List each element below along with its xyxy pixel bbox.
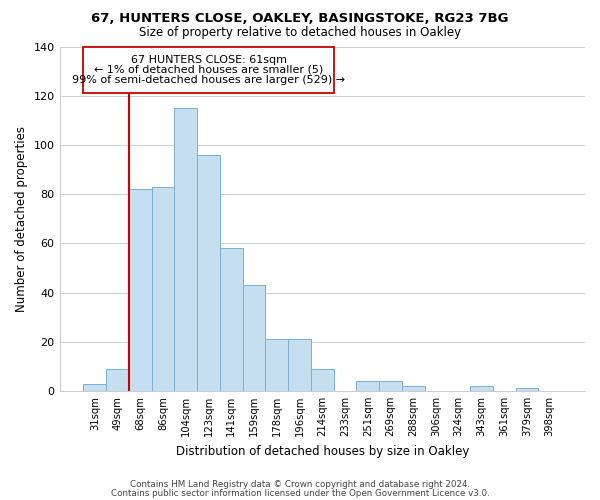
Bar bbox=[402, 386, 425, 391]
FancyBboxPatch shape bbox=[83, 46, 334, 93]
Text: 99% of semi-detached houses are larger (529) →: 99% of semi-detached houses are larger (… bbox=[72, 75, 345, 85]
Bar bbox=[175, 108, 197, 391]
Text: Contains public sector information licensed under the Open Government Licence v3: Contains public sector information licen… bbox=[110, 489, 490, 498]
Bar bbox=[356, 381, 379, 391]
Bar bbox=[288, 340, 311, 391]
Text: 67, HUNTERS CLOSE, OAKLEY, BASINGSTOKE, RG23 7BG: 67, HUNTERS CLOSE, OAKLEY, BASINGSTOKE, … bbox=[91, 12, 509, 26]
Bar bbox=[197, 154, 220, 391]
Text: Contains HM Land Registry data © Crown copyright and database right 2024.: Contains HM Land Registry data © Crown c… bbox=[130, 480, 470, 489]
Bar bbox=[265, 340, 288, 391]
Bar bbox=[470, 386, 493, 391]
Bar bbox=[129, 189, 152, 391]
X-axis label: Distribution of detached houses by size in Oakley: Distribution of detached houses by size … bbox=[176, 444, 469, 458]
Bar bbox=[152, 186, 175, 391]
Bar bbox=[83, 384, 106, 391]
Text: Size of property relative to detached houses in Oakley: Size of property relative to detached ho… bbox=[139, 26, 461, 39]
Bar bbox=[242, 285, 265, 391]
Y-axis label: Number of detached properties: Number of detached properties bbox=[15, 126, 28, 312]
Bar bbox=[379, 381, 402, 391]
Bar bbox=[220, 248, 242, 391]
Bar bbox=[106, 369, 129, 391]
Text: ← 1% of detached houses are smaller (5): ← 1% of detached houses are smaller (5) bbox=[94, 65, 323, 75]
Text: 67 HUNTERS CLOSE: 61sqm: 67 HUNTERS CLOSE: 61sqm bbox=[131, 55, 287, 65]
Bar bbox=[515, 388, 538, 391]
Bar bbox=[311, 369, 334, 391]
